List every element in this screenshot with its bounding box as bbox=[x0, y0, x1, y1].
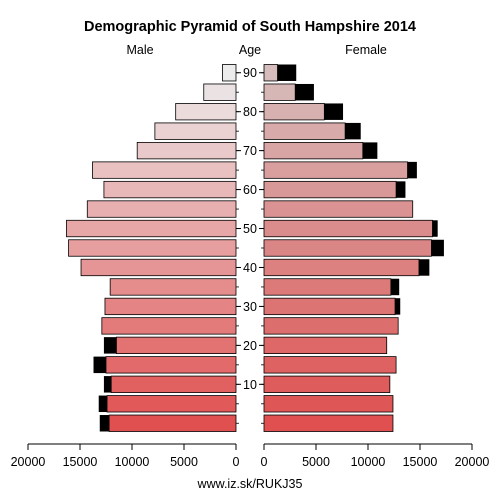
bar-male-50-54 bbox=[66, 219, 237, 238]
bar-female-60-64 bbox=[263, 180, 397, 199]
bar-female-30-34 bbox=[263, 297, 396, 316]
bar-female-extra-60-64 bbox=[396, 181, 406, 198]
age-tick-label: 90 bbox=[243, 66, 257, 80]
age-tick-label: 20 bbox=[243, 339, 257, 353]
bar-male-extra-15-19 bbox=[93, 356, 106, 374]
male-x-tick-label: 5000 bbox=[170, 455, 198, 469]
bar-female-25-29 bbox=[263, 317, 399, 335]
bar-male-5-9 bbox=[106, 395, 237, 413]
bar-female-70-74 bbox=[263, 141, 364, 160]
bar-female-5-9 bbox=[263, 395, 394, 413]
male-x-tick-label: 10000 bbox=[115, 455, 150, 469]
bar-female-extra-80-84 bbox=[324, 103, 344, 120]
bar-female-40-44 bbox=[263, 258, 420, 277]
bar-female-extra-35-39 bbox=[390, 278, 400, 296]
age-tick-label: 80 bbox=[243, 105, 257, 119]
chart-title: Demographic Pyramid of South Hampshire 2… bbox=[84, 19, 416, 35]
bar-female-55-59 bbox=[263, 200, 414, 218]
bar-female-80-84 bbox=[263, 103, 325, 121]
age-tick-label: 70 bbox=[243, 144, 257, 158]
female-label: Female bbox=[345, 43, 387, 57]
female-x-tick-label: 5000 bbox=[302, 455, 330, 469]
age-tick-label: 40 bbox=[243, 261, 257, 275]
bar-male-55-59 bbox=[86, 200, 237, 218]
bar-male-65-69 bbox=[92, 161, 237, 179]
bar-male-40-44 bbox=[80, 258, 237, 277]
bar-female-0-4 bbox=[263, 414, 394, 432]
bar-female-extra-90+ bbox=[277, 64, 297, 81]
bar-male-80-84 bbox=[175, 103, 237, 121]
female-x-tick-label: 20000 bbox=[455, 455, 490, 469]
age-tick-label: 30 bbox=[243, 300, 257, 314]
bar-female-75-79 bbox=[263, 122, 346, 140]
bar-male-extra-20-24 bbox=[103, 337, 117, 354]
bar-female-extra-85-89 bbox=[295, 83, 314, 101]
bar-male-30-34 bbox=[104, 297, 237, 316]
axes-layer: 10 20 30 40 50 60 70 80 90 20000 15000 10000 5000 0 0 5… bbox=[11, 66, 490, 469]
bar-female-15-19 bbox=[263, 356, 397, 374]
female-x-tick-label: 0 bbox=[261, 455, 268, 469]
age-label: Age bbox=[239, 43, 261, 57]
bar-male-75-79 bbox=[154, 122, 237, 140]
bar-female-10-14 bbox=[263, 375, 391, 393]
bar-male-extra-10-14 bbox=[103, 376, 112, 393]
bar-male-85-89 bbox=[203, 83, 237, 101]
bar-male-70-74 bbox=[136, 141, 237, 160]
female-x-tick-label: 10000 bbox=[351, 455, 386, 469]
bar-female-extra-30-34 bbox=[395, 298, 401, 315]
bar-female-extra-65-69 bbox=[407, 161, 417, 179]
bar-female-50-54 bbox=[263, 219, 433, 238]
bar-female-20-24 bbox=[263, 336, 388, 355]
bar-female-extra-45-49 bbox=[431, 239, 444, 257]
bar-male-20-24 bbox=[116, 336, 237, 355]
bar-male-0-4 bbox=[108, 414, 237, 432]
source-label: www.iz.sk/RUKJ35 bbox=[197, 477, 303, 491]
male-x-tick-label: 15000 bbox=[63, 455, 98, 469]
male-x-tick-label: 20000 bbox=[11, 455, 46, 469]
bar-male-90+ bbox=[222, 64, 237, 82]
age-tick-label: 60 bbox=[243, 183, 257, 197]
bar-female-65-69 bbox=[263, 161, 408, 179]
bars-layer bbox=[66, 64, 444, 432]
bar-female-45-49 bbox=[263, 239, 432, 257]
male-x-tick-label: 0 bbox=[233, 455, 240, 469]
bar-male-10-14 bbox=[110, 375, 237, 393]
bar-male-extra-0-4 bbox=[99, 415, 110, 432]
bar-female-35-39 bbox=[263, 278, 392, 296]
bar-male-extra-5-9 bbox=[98, 395, 108, 413]
bar-female-extra-50-54 bbox=[432, 220, 438, 237]
bar-male-60-64 bbox=[103, 180, 237, 199]
age-tick-label: 50 bbox=[243, 222, 257, 236]
bar-female-90+ bbox=[263, 64, 278, 82]
male-label: Male bbox=[126, 43, 153, 57]
bar-female-extra-40-44 bbox=[418, 259, 430, 276]
female-x-tick-label: 15000 bbox=[403, 455, 438, 469]
bar-female-extra-75-79 bbox=[345, 122, 361, 140]
bar-female-85-89 bbox=[263, 83, 296, 101]
age-tick-label: 10 bbox=[243, 378, 257, 392]
bar-male-35-39 bbox=[109, 278, 237, 296]
bar-male-45-49 bbox=[68, 239, 237, 257]
bar-female-extra-70-74 bbox=[362, 142, 378, 159]
bar-male-15-19 bbox=[105, 356, 237, 374]
bar-male-25-29 bbox=[101, 317, 237, 335]
